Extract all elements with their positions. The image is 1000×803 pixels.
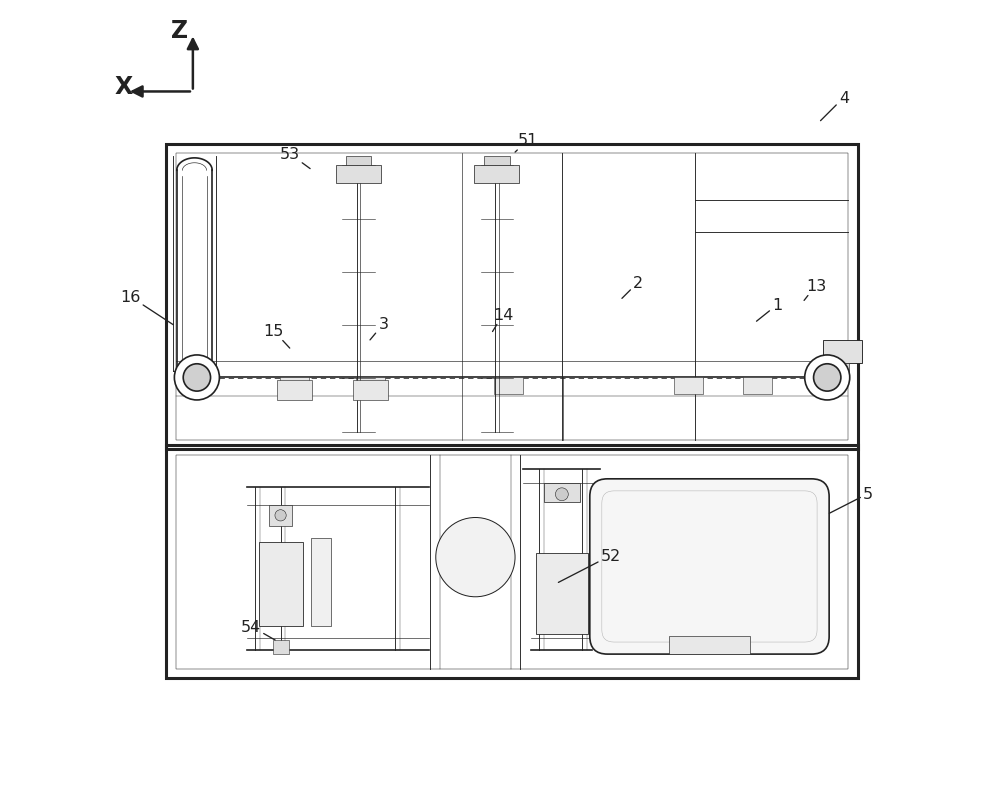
Text: 13: 13 bbox=[804, 279, 826, 301]
Text: 54: 54 bbox=[241, 619, 275, 640]
Bar bbox=[831, 364, 849, 373]
Bar bbox=[176, 455, 848, 669]
Circle shape bbox=[814, 365, 841, 392]
Circle shape bbox=[805, 356, 850, 401]
Bar bbox=[277, 381, 312, 401]
Text: 3: 3 bbox=[370, 317, 388, 340]
Bar bbox=[259, 543, 303, 626]
Bar bbox=[346, 157, 371, 166]
Bar bbox=[269, 505, 292, 526]
Circle shape bbox=[183, 365, 211, 392]
FancyBboxPatch shape bbox=[590, 479, 829, 654]
Text: Z: Z bbox=[171, 18, 189, 43]
Bar bbox=[166, 446, 858, 679]
Circle shape bbox=[436, 518, 515, 597]
Text: 53: 53 bbox=[279, 147, 310, 169]
Text: 2: 2 bbox=[622, 275, 643, 299]
Text: 14: 14 bbox=[493, 308, 513, 332]
Text: 16: 16 bbox=[120, 290, 173, 325]
Bar bbox=[674, 378, 703, 395]
Bar bbox=[743, 378, 772, 395]
Circle shape bbox=[275, 510, 286, 521]
Text: X: X bbox=[115, 75, 133, 99]
Text: 11: 11 bbox=[829, 350, 852, 370]
Bar bbox=[356, 378, 385, 395]
Bar bbox=[544, 483, 580, 503]
Bar bbox=[823, 341, 862, 364]
Bar bbox=[669, 637, 750, 654]
Bar bbox=[280, 378, 309, 395]
Text: 4: 4 bbox=[821, 91, 849, 121]
Text: 51: 51 bbox=[515, 133, 538, 153]
Bar bbox=[536, 553, 588, 634]
Bar bbox=[474, 166, 519, 184]
Circle shape bbox=[174, 356, 219, 401]
Circle shape bbox=[555, 488, 568, 501]
Bar bbox=[484, 157, 510, 166]
Text: 1: 1 bbox=[757, 298, 783, 322]
Bar bbox=[273, 640, 289, 654]
Bar bbox=[353, 381, 388, 401]
Text: 5: 5 bbox=[829, 487, 873, 514]
Bar bbox=[336, 166, 381, 184]
Bar bbox=[311, 538, 331, 626]
Bar bbox=[176, 154, 848, 440]
Bar bbox=[166, 145, 858, 450]
Text: 52: 52 bbox=[558, 548, 621, 583]
Bar bbox=[494, 378, 523, 395]
Text: 15: 15 bbox=[263, 324, 290, 349]
